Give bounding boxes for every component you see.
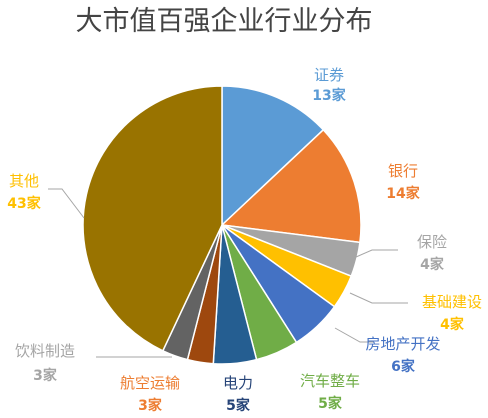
slice-label-10: 其他 [9, 172, 39, 190]
slice-label-3: 保险 [417, 233, 447, 251]
slice-label-4: 基础建设 [422, 293, 482, 311]
slice-label-2: 银行 [388, 162, 418, 180]
leader-line-4 [349, 292, 408, 304]
pie-slices [82, 85, 362, 365]
data-labels: 证券13家银行14家保险4家基础建设4家房地产开发6家汽车整车5家电力5家航空运… [7, 66, 482, 414]
pie-slice-10 [82, 85, 223, 352]
slice-label-7: 电力 [223, 374, 253, 392]
slice-count-2: 14家 [386, 185, 420, 202]
slice-label-9: 饮料制造 [15, 342, 75, 360]
slice-label-1: 证券 [314, 66, 344, 84]
slice-count-4: 4家 [440, 316, 465, 333]
leader-line-3 [355, 249, 398, 258]
slice-count-1: 13家 [312, 87, 346, 104]
slice-label-6: 汽车整车 [300, 372, 360, 390]
slice-count-10: 43家 [7, 195, 41, 212]
slice-count-8: 3家 [138, 397, 163, 414]
slice-label-5: 房地产开发 [365, 335, 440, 353]
pie-slice-2 [220, 128, 362, 244]
leader-line-5 [334, 327, 374, 343]
slice-count-5: 6家 [391, 358, 416, 375]
slice-count-9: 3家 [33, 367, 58, 384]
chart-title: 大市值百强企业行业分布 [76, 6, 373, 37]
slice-count-6: 5家 [318, 395, 343, 412]
slice-label-8: 航空运输 [120, 374, 180, 392]
pie-slice-1 [221, 85, 325, 227]
leader-line-10 [48, 188, 85, 219]
slice-count-3: 4家 [420, 256, 445, 273]
slice-count-7: 5家 [226, 397, 251, 414]
leader-lines [48, 188, 408, 358]
